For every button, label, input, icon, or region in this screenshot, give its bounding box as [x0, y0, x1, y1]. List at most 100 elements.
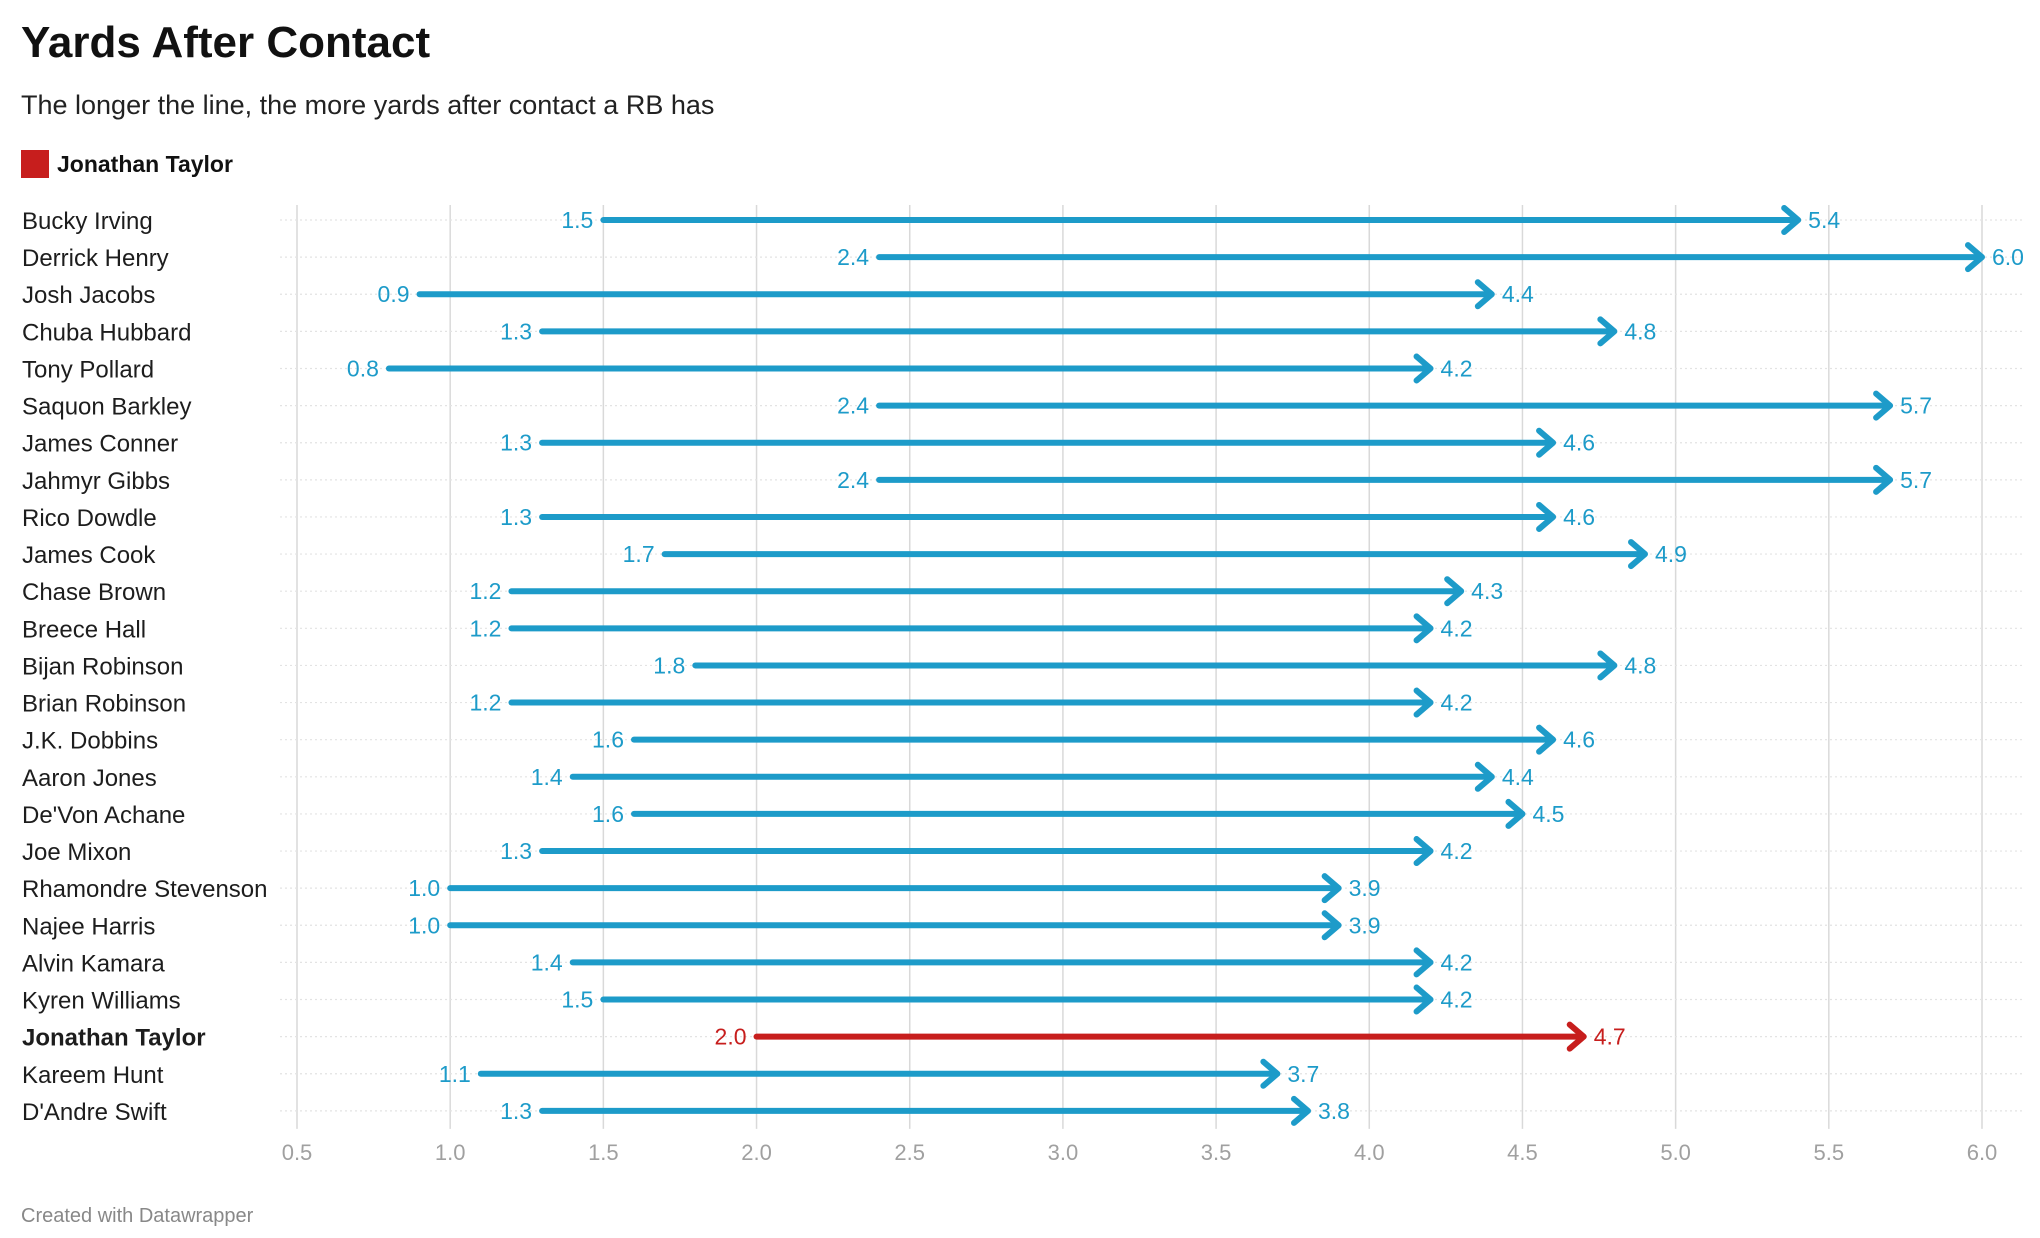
end-value-label: 4.2	[1441, 690, 1473, 716]
start-value-label: 2.4	[837, 393, 869, 419]
arrow-head	[1536, 427, 1557, 458]
x-tick-label: 6.0	[1967, 1140, 1998, 1165]
start-value-label: 1.1	[439, 1061, 471, 1087]
row-label: James Conner	[22, 431, 178, 458]
end-value-label: 4.8	[1624, 318, 1656, 344]
end-value-label: 4.4	[1502, 281, 1534, 307]
end-value-label: 4.6	[1563, 504, 1595, 530]
arrow-head	[1505, 798, 1526, 829]
start-value-label: 1.3	[500, 318, 532, 344]
start-value-label: 2.0	[715, 1024, 747, 1050]
x-tick-label: 0.5	[282, 1140, 313, 1165]
row-label: J.K. Dobbins	[22, 728, 158, 755]
arrow-head	[1597, 650, 1618, 681]
row-label: Saquon Barkley	[22, 394, 191, 421]
end-value-label: 4.3	[1471, 578, 1503, 604]
arrow-head	[1536, 724, 1557, 755]
row-label: Chase Brown	[22, 579, 166, 606]
start-value-label: 2.4	[837, 467, 869, 493]
x-tick-label: 2.5	[894, 1140, 925, 1165]
end-value-label: 5.7	[1900, 467, 1932, 493]
arrow-head	[1413, 687, 1434, 718]
arrow-head	[1873, 464, 1894, 495]
legend-swatch	[21, 150, 49, 178]
arrow-head	[1413, 984, 1434, 1015]
end-value-label: 3.9	[1349, 875, 1381, 901]
chart-title: Yards After Contact	[21, 18, 431, 67]
row-label: Bucky Irving	[22, 208, 153, 235]
arrow-head	[1566, 1021, 1587, 1052]
row-label: Rhamondre Stevenson	[22, 876, 267, 903]
row-labels: Bucky Irving Derrick Henry Josh Jacobs Chub…	[22, 208, 267, 1126]
start-value-label: 1.2	[469, 615, 501, 641]
arrow-head	[1965, 242, 1985, 273]
arrow-head	[1474, 761, 1495, 792]
footer-credit: Created with Datawrapper	[21, 1205, 254, 1227]
row-label: Rico Dowdle	[22, 505, 157, 532]
row-label: Breece Hall	[22, 616, 146, 643]
end-value-label: 4.5	[1532, 801, 1564, 827]
legend-label: Jonathan Taylor	[57, 150, 233, 177]
row-label: Josh Jacobs	[22, 282, 155, 309]
end-value-label: 4.6	[1563, 430, 1595, 456]
arrow-head	[1873, 390, 1894, 421]
end-value-label: 4.2	[1441, 949, 1473, 975]
end-value-label: 4.2	[1441, 615, 1473, 641]
start-value-label: 1.2	[469, 578, 501, 604]
x-tick-label: 3.0	[1048, 1140, 1079, 1165]
x-tick-label: 4.0	[1354, 1140, 1385, 1165]
x-tick-label: 1.0	[435, 1140, 466, 1165]
start-value-label: 1.5	[561, 987, 593, 1013]
row-label: James Cook	[22, 542, 156, 569]
end-value-label: 5.7	[1900, 393, 1932, 419]
start-value-label: 1.2	[469, 690, 501, 716]
arrow-head	[1291, 1095, 1311, 1126]
row-label: Jonathan Taylor	[22, 1025, 206, 1052]
end-value-label: 4.9	[1655, 541, 1687, 567]
start-value-label: 0.9	[378, 281, 410, 307]
x-tick-label: 1.5	[588, 1140, 619, 1165]
end-value-label: 4.2	[1441, 987, 1473, 1013]
start-value-label: 1.3	[500, 504, 532, 530]
start-value-label: 1.3	[500, 1098, 532, 1124]
end-value-label: 4.7	[1594, 1024, 1626, 1050]
arrow-head	[1628, 539, 1648, 570]
end-value-label: 5.4	[1808, 207, 1840, 233]
start-value-label: 1.4	[531, 764, 563, 790]
arrow-head	[1781, 205, 1802, 235]
start-value-label: 1.3	[500, 838, 532, 864]
start-value-label: 1.8	[653, 652, 685, 678]
end-value-label: 4.2	[1441, 355, 1473, 381]
chart-subtitle: The longer the line, the more yards afte…	[21, 90, 715, 120]
arrow-head	[1536, 501, 1557, 532]
start-value-label: 1.5	[561, 207, 593, 233]
arrow-head	[1260, 1058, 1281, 1089]
start-value-label: 2.4	[837, 244, 869, 270]
end-value-label: 4.8	[1624, 652, 1656, 678]
row-label: Joe Mixon	[22, 839, 131, 866]
row-label: D'Andre Swift	[22, 1099, 167, 1126]
start-value-label: 0.8	[347, 355, 379, 381]
arrow-head	[1444, 576, 1465, 607]
start-value-label: 1.0	[408, 912, 440, 938]
x-tick-label: 5.0	[1660, 1140, 1691, 1165]
end-value-label: 3.9	[1349, 912, 1381, 938]
x-axis-ticks: 0.5 1.0 1.5 2.0 2.5 3.0 3.5 4.0 4.5 5.0 5.5 6.0	[282, 1140, 1998, 1165]
start-value-label: 1.6	[592, 727, 624, 753]
row-label: Chuba Hubbard	[22, 319, 191, 346]
arrow-head	[1413, 836, 1434, 867]
row-label: Aaron Jones	[22, 765, 157, 792]
legend: Jonathan Taylor	[21, 150, 233, 178]
row-label: Brian Robinson	[22, 691, 186, 718]
start-value-label: 1.7	[623, 541, 655, 567]
end-value-label: 6.0	[1992, 244, 2024, 270]
arrow-head	[1474, 279, 1495, 310]
arrow-head	[1321, 873, 1342, 904]
end-value-label: 4.4	[1502, 764, 1534, 790]
end-value-label: 3.7	[1287, 1061, 1319, 1087]
end-value-label: 3.8	[1318, 1098, 1350, 1124]
row-label: Bijan Robinson	[22, 653, 183, 680]
row-label: De'Von Achane	[22, 802, 185, 829]
x-tick-label: 4.5	[1507, 1140, 1538, 1165]
